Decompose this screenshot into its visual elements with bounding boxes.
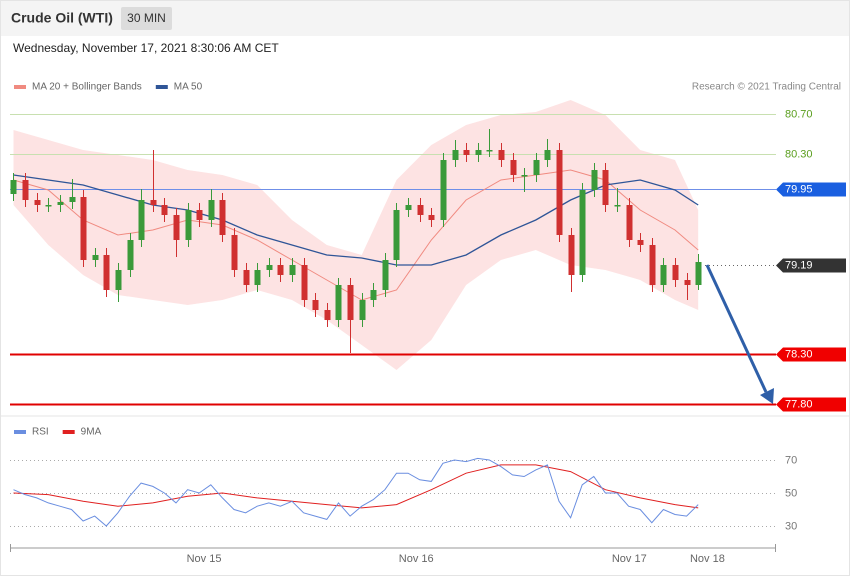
level-label: 77.80 bbox=[785, 398, 813, 410]
candle-body bbox=[498, 150, 505, 160]
candle-body bbox=[382, 260, 389, 290]
legend-label: RSI bbox=[32, 427, 49, 438]
candle-body bbox=[579, 190, 586, 275]
candle-body bbox=[626, 205, 633, 240]
candle-body bbox=[185, 210, 192, 240]
candle-body bbox=[510, 160, 517, 175]
candle-body bbox=[208, 200, 215, 220]
timeframe-chip[interactable] bbox=[121, 7, 172, 30]
candle-body bbox=[243, 270, 250, 285]
candle-body bbox=[10, 180, 17, 194]
candle-body bbox=[533, 160, 540, 175]
source: Research © 2021 Trading Central bbox=[692, 82, 841, 93]
candle-body bbox=[138, 200, 145, 240]
forecast-arrow bbox=[705, 264, 768, 393]
candle-body bbox=[521, 175, 528, 177]
legend-swatch bbox=[14, 85, 26, 89]
level-label: 79.95 bbox=[785, 183, 813, 195]
legend-label: MA 50 bbox=[174, 82, 203, 93]
candle-body bbox=[556, 150, 563, 235]
candle-body bbox=[301, 265, 308, 300]
candle-body bbox=[22, 180, 29, 200]
candle-body bbox=[660, 265, 667, 285]
level-tag bbox=[776, 258, 846, 273]
level-tag bbox=[776, 397, 846, 412]
candle-body bbox=[463, 150, 470, 155]
candle-body bbox=[127, 240, 134, 270]
x-tick-label: Nov 16 bbox=[399, 553, 434, 565]
candle-body bbox=[80, 197, 87, 260]
level-tag bbox=[776, 347, 846, 362]
x-tick-label: Nov 17 bbox=[612, 553, 647, 565]
candle-body bbox=[277, 265, 284, 275]
candle-body bbox=[452, 150, 459, 160]
candle-body bbox=[219, 200, 226, 235]
candle-body bbox=[161, 205, 168, 215]
legend-swatch bbox=[155, 85, 168, 89]
candle-body bbox=[312, 300, 319, 310]
candle-body bbox=[45, 205, 52, 207]
candle-body bbox=[289, 265, 296, 275]
candle-body bbox=[57, 202, 64, 205]
candle-body bbox=[405, 205, 412, 210]
series-line bbox=[13, 464, 699, 509]
y-tick-label: 30 bbox=[785, 520, 797, 532]
timestamp: Wednesday, November 17, 2021 8:30:06 AM … bbox=[13, 41, 279, 55]
candle-body bbox=[591, 170, 598, 190]
x-tick-label: Nov 18 bbox=[690, 553, 725, 565]
level-label: 78.30 bbox=[785, 348, 813, 360]
candle-body bbox=[602, 170, 609, 205]
candle-body bbox=[568, 235, 575, 275]
legend-swatch bbox=[62, 430, 75, 434]
series-line bbox=[13, 457, 699, 527]
candle-body bbox=[614, 205, 621, 207]
candle-body bbox=[335, 285, 342, 320]
candle-body bbox=[103, 255, 110, 290]
candle-body bbox=[486, 150, 493, 152]
candle-body bbox=[92, 255, 99, 260]
candle-body bbox=[324, 310, 331, 320]
candle-body bbox=[440, 160, 447, 220]
candle-body bbox=[115, 270, 122, 290]
candle-body bbox=[254, 270, 261, 285]
candle-body bbox=[231, 235, 238, 270]
x-tick-label: Nov 15 bbox=[187, 553, 222, 565]
candle-body bbox=[475, 150, 482, 155]
candle-body bbox=[544, 150, 551, 160]
candle-body bbox=[347, 285, 354, 320]
legend-label: 9MA bbox=[81, 427, 102, 438]
legend-label: MA 20 + Bollinger Bands bbox=[32, 82, 142, 93]
bollinger-band bbox=[13, 100, 699, 370]
candle-body bbox=[266, 265, 273, 270]
candle-body bbox=[637, 240, 644, 245]
y-tick-label: 50 bbox=[785, 487, 797, 499]
level-label: 79.19 bbox=[785, 259, 813, 271]
candle-body bbox=[150, 200, 157, 205]
forecast-arrowhead bbox=[760, 388, 774, 404]
candle-body bbox=[649, 245, 656, 285]
candle-body bbox=[695, 262, 702, 285]
level-tag bbox=[776, 182, 846, 197]
y-tick-label: 70 bbox=[785, 454, 797, 466]
candle-body bbox=[417, 205, 424, 215]
level-label: 80.30 bbox=[785, 148, 813, 160]
candle-body bbox=[684, 280, 691, 285]
candle-body bbox=[196, 210, 203, 220]
candle-body bbox=[393, 210, 400, 260]
candle-body bbox=[69, 197, 76, 202]
candle-body bbox=[34, 200, 41, 205]
candle-body bbox=[370, 290, 377, 300]
candle-body bbox=[672, 265, 679, 280]
timeframe[interactable]: 30 MIN bbox=[127, 11, 166, 25]
legend-swatch bbox=[14, 430, 26, 434]
level-label: 80.70 bbox=[785, 108, 813, 120]
candle-body bbox=[173, 215, 180, 240]
candle-body bbox=[359, 300, 366, 320]
candle-body bbox=[428, 215, 435, 220]
instrument-title: Crude Oil (WTI) bbox=[11, 10, 113, 26]
